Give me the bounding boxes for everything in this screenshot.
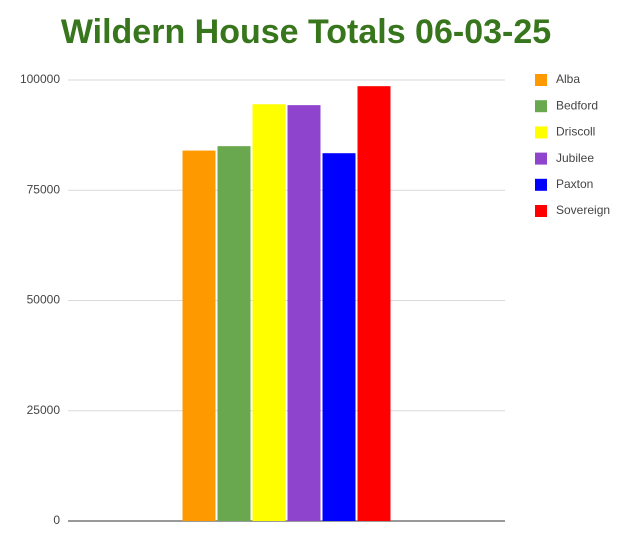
bar (252, 104, 286, 521)
bar (322, 153, 356, 521)
y-tick-label: 100000 (20, 72, 60, 86)
legend-swatch (535, 205, 547, 217)
legend-label: Paxton (556, 177, 593, 191)
legend-label: Jubilee (556, 151, 594, 165)
legend-swatch (535, 126, 547, 139)
legend-swatch (535, 100, 547, 113)
bar (357, 86, 391, 521)
bar (287, 105, 321, 522)
y-tick-label: 75000 (27, 182, 61, 196)
y-tick-label: 50000 (27, 293, 61, 307)
legend-label: Bedford (556, 98, 598, 112)
bar (217, 146, 251, 521)
legend-swatch (535, 152, 547, 165)
legend-swatch (535, 74, 547, 86)
y-tick-label: 25000 (27, 403, 61, 417)
bar (182, 150, 216, 521)
legend-label: Alba (556, 72, 580, 86)
legend-swatch (535, 178, 547, 191)
legend-label: Driscoll (556, 125, 595, 139)
y-tick-label: 0 (53, 513, 60, 527)
chart-title: Wildern House Totals 06-03-25 (61, 13, 551, 51)
legend-label: Sovereign (556, 203, 610, 217)
